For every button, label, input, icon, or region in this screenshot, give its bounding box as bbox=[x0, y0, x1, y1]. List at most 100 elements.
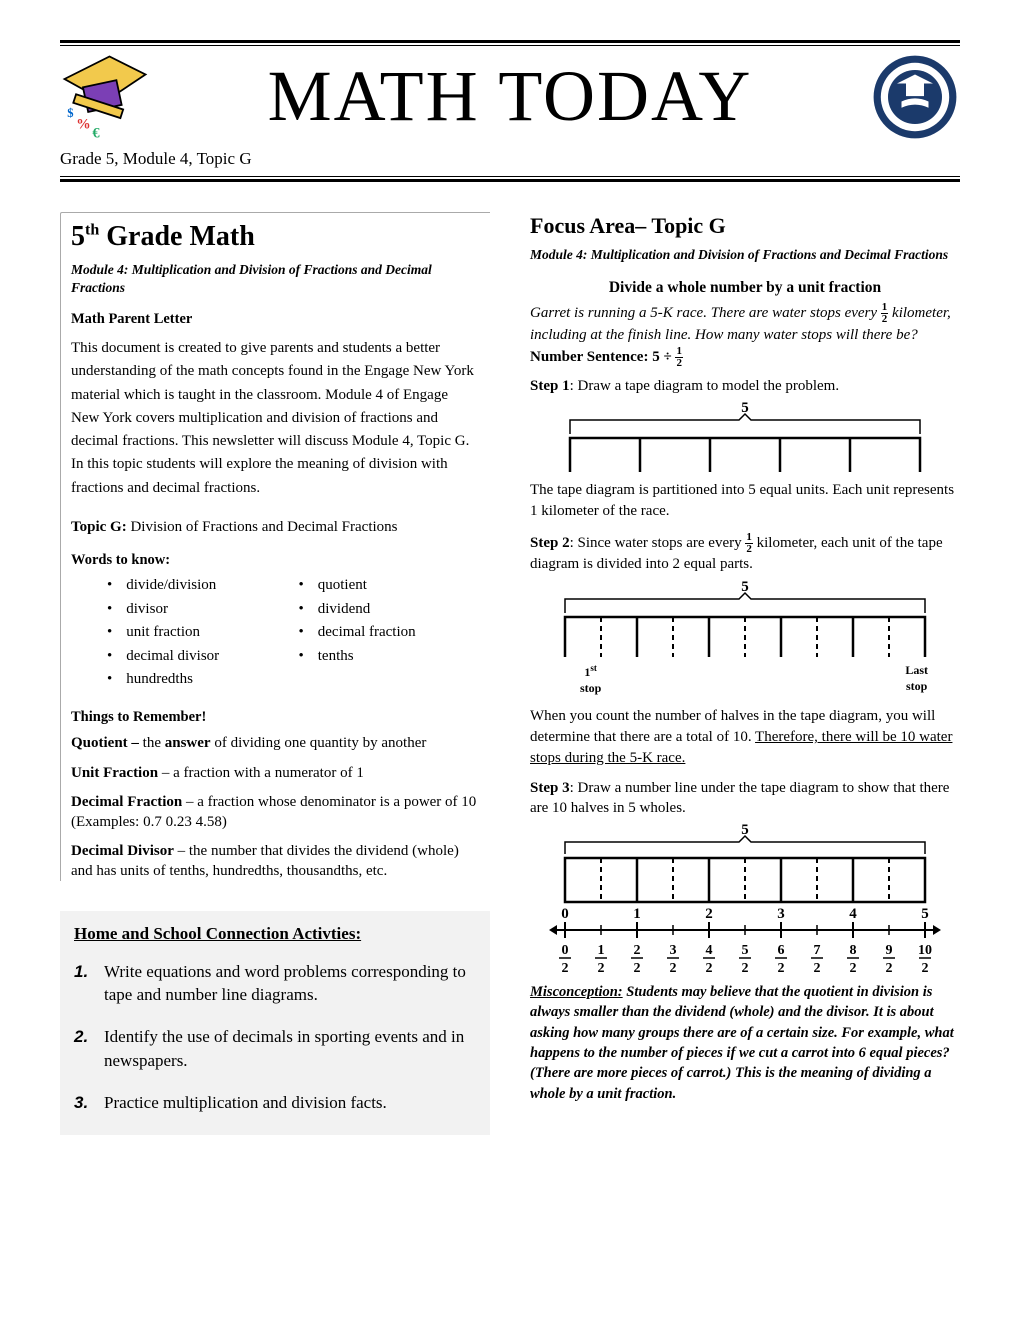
activities-box: Home and School Connection Activties: 1.… bbox=[60, 911, 490, 1134]
svg-text:2: 2 bbox=[922, 961, 929, 972]
svg-text:2: 2 bbox=[886, 961, 893, 972]
tape-diagram-2: 5 bbox=[530, 579, 960, 657]
lesson-subtitle: Divide a whole number by a unit fraction bbox=[530, 278, 960, 298]
first-stop-label: 1ststop bbox=[580, 663, 601, 696]
word-item: unit fraction bbox=[107, 623, 289, 643]
masthead-title: MATH TODAY bbox=[168, 50, 852, 144]
word-item: quotient bbox=[299, 576, 481, 596]
topic-g-text: Division of Fractions and Decimal Fracti… bbox=[127, 519, 398, 535]
things-to-remember-heading: Things to Remember! bbox=[71, 708, 480, 727]
focus-heading: Focus Area– Topic G bbox=[530, 212, 960, 241]
svg-text:1: 1 bbox=[598, 943, 605, 958]
definition: Quotient – the answer of dividing one qu… bbox=[71, 734, 480, 754]
activities-list: 1.Write equations and word problems corr… bbox=[74, 960, 476, 1115]
definition: Unit Fraction – a fraction with a numera… bbox=[71, 764, 480, 784]
svg-text:4: 4 bbox=[849, 906, 857, 922]
definition: Decimal Fraction – a fraction whose deno… bbox=[71, 793, 480, 832]
grade-sup: th bbox=[85, 221, 99, 238]
word-item: decimal divisor bbox=[107, 647, 289, 667]
intro-paragraph: This document is created to give parents… bbox=[71, 337, 480, 500]
svg-text:2: 2 bbox=[814, 961, 821, 972]
svg-text:€: € bbox=[92, 125, 100, 141]
svg-text:5: 5 bbox=[742, 943, 749, 958]
svg-text:0: 0 bbox=[562, 943, 569, 958]
svg-text:2: 2 bbox=[706, 961, 713, 972]
misc-lead: Misconception: bbox=[530, 984, 623, 1000]
svg-text:2: 2 bbox=[670, 961, 677, 972]
problem-text-a: Garret is running a 5-K race. There are … bbox=[530, 305, 881, 321]
ns-label: Number Sentence: 5 ÷ bbox=[530, 349, 675, 365]
grade-heading: 5th Grade Math bbox=[71, 219, 480, 255]
misconception: Misconception: Students may believe that… bbox=[530, 982, 960, 1104]
last-stop-label: Laststop bbox=[905, 663, 928, 696]
word-item: divide/division bbox=[107, 576, 289, 596]
svg-text:2: 2 bbox=[850, 961, 857, 972]
step-label: Step 2 bbox=[530, 535, 570, 551]
svg-text:0: 0 bbox=[561, 906, 569, 922]
math-clipart-icon: % € $ bbox=[60, 52, 150, 142]
step-3: Step 3: Draw a number line under the tap… bbox=[530, 779, 960, 818]
mid-rule bbox=[60, 176, 960, 182]
svg-text:10: 10 bbox=[918, 943, 932, 958]
svg-text:8: 8 bbox=[850, 943, 857, 958]
school-seal-icon bbox=[870, 52, 960, 142]
word-item: hundredths bbox=[107, 670, 289, 690]
svg-text:4: 4 bbox=[706, 943, 713, 958]
word-problem: Garret is running a 5-K race. There are … bbox=[530, 302, 960, 369]
module-line-right: Module 4: Multiplication and Division of… bbox=[530, 246, 960, 264]
word-item: decimal fraction bbox=[299, 623, 481, 643]
tape1-explain: The tape diagram is partitioned into 5 e… bbox=[530, 480, 960, 522]
activities-heading: Home and School Connection Activties: bbox=[74, 923, 476, 945]
words-to-know-heading: Words to know: bbox=[71, 551, 480, 570]
activity-item: 3.Practice multiplication and division f… bbox=[74, 1091, 476, 1115]
right-column: Focus Area– Topic G Module 4: Multiplica… bbox=[530, 212, 960, 1135]
fraction-half-icon: 12 bbox=[745, 532, 753, 555]
svg-text:9: 9 bbox=[886, 943, 893, 958]
svg-text:2: 2 bbox=[705, 906, 713, 922]
step-1: Step 1: Draw a tape diagram to model the… bbox=[530, 377, 960, 397]
svg-text:5: 5 bbox=[921, 906, 929, 922]
svg-text:3: 3 bbox=[777, 906, 785, 922]
svg-text:2: 2 bbox=[778, 961, 785, 972]
grade-num: 5 bbox=[71, 221, 85, 252]
subheading: Grade 5, Module 4, Topic G bbox=[60, 144, 960, 176]
fraction-half-icon: 12 bbox=[675, 346, 683, 369]
activity-item: 2.Identify the use of decimals in sporti… bbox=[74, 1025, 476, 1073]
svg-text:%: % bbox=[76, 116, 90, 132]
grade-label: Grade Math bbox=[99, 221, 255, 252]
word-item: dividend bbox=[299, 600, 481, 620]
left-column: 5th Grade Math Module 4: Multiplication … bbox=[60, 212, 490, 1135]
svg-text:2: 2 bbox=[634, 943, 641, 958]
module-line: Module 4: Multiplication and Division of… bbox=[71, 261, 480, 296]
step-text: : Draw a tape diagram to model the probl… bbox=[570, 378, 840, 394]
top-rule bbox=[60, 40, 960, 46]
step-text: : Draw a number line under the tape diag… bbox=[530, 780, 949, 816]
header: % € $ MATH TODAY bbox=[60, 50, 960, 144]
tape-diagram-3: 501234502122232425262728292102 bbox=[530, 822, 960, 972]
svg-text:2: 2 bbox=[634, 961, 641, 972]
tape2-explain: When you count the number of halves in t… bbox=[530, 706, 960, 769]
svg-text:7: 7 bbox=[814, 943, 821, 958]
tape-diagram-1: 5 bbox=[530, 400, 960, 472]
step-label: Step 1 bbox=[530, 378, 570, 394]
svg-text:$: $ bbox=[67, 106, 73, 120]
content-columns: 5th Grade Math Module 4: Multiplication … bbox=[60, 212, 960, 1135]
topic-g-line: Topic G: Division of Fractions and Decim… bbox=[71, 518, 480, 538]
number-sentence: Number Sentence: 5 ÷ 12 bbox=[530, 349, 683, 365]
misc-text: Students may believe that the quotient i… bbox=[530, 984, 954, 1101]
frac-den: 2 bbox=[745, 544, 753, 555]
svg-text:6: 6 bbox=[778, 943, 785, 958]
step-text: : Since water stops are every bbox=[570, 535, 746, 551]
step-2: Step 2: Since water stops are every 12 k… bbox=[530, 532, 960, 575]
word-item: divisor bbox=[107, 600, 289, 620]
stop-labels: 1ststop Laststop bbox=[530, 663, 960, 696]
parent-letter-heading: Math Parent Letter bbox=[71, 310, 480, 329]
activity-item: 1.Write equations and word problems corr… bbox=[74, 960, 476, 1008]
svg-text:2: 2 bbox=[598, 961, 605, 972]
svg-text:3: 3 bbox=[670, 943, 677, 958]
frac-den: 2 bbox=[675, 358, 683, 369]
svg-text:1: 1 bbox=[633, 906, 641, 922]
svg-text:2: 2 bbox=[742, 961, 749, 972]
step-label: Step 3 bbox=[530, 780, 570, 796]
topic-g-label: Topic G: bbox=[71, 519, 127, 535]
